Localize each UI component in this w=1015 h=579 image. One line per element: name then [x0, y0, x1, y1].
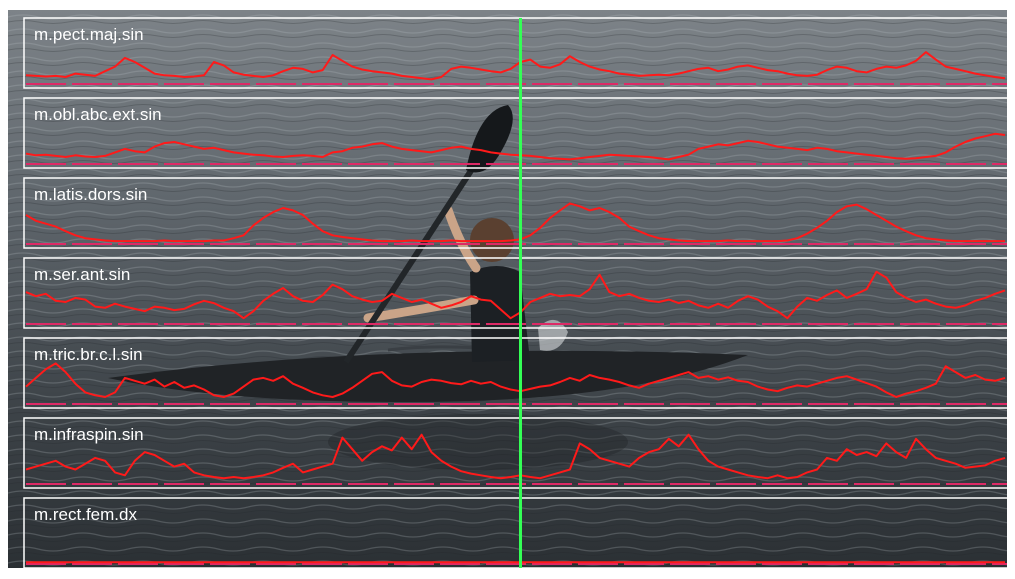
series-line-2	[25, 202, 1005, 243]
emg-panel-2: m.latis.dors.sin	[23, 177, 1007, 249]
panel-border	[23, 497, 1007, 568]
series-line-1	[25, 132, 1006, 161]
panel-border	[23, 97, 1007, 169]
emg-panel-5: m.infraspin.sin	[23, 417, 1007, 489]
series-label-5: m.infraspin.sin	[34, 425, 144, 444]
series-label-1: m.obl.abc.ext.sin	[34, 105, 162, 124]
panel-border	[23, 177, 1007, 249]
series-label-6: m.rect.fem.dx	[34, 505, 137, 524]
emg-overlay-chart: m.pect.maj.sin m.obl.abc.ext.sin m.latis.d…	[8, 10, 1007, 568]
emg-panel-1: m.obl.abc.ext.sin	[23, 97, 1007, 169]
emg-panel-6: m.rect.fem.dx	[23, 497, 1007, 568]
panel-border	[23, 257, 1007, 329]
video-frame: m.pect.maj.sin m.obl.abc.ext.sin m.latis.d…	[8, 10, 1007, 568]
series-line-4	[25, 362, 1006, 398]
panel-border	[23, 17, 1007, 89]
series-line-3	[25, 270, 1006, 320]
series-line-0	[25, 51, 1006, 81]
panel-border	[23, 337, 1007, 409]
emg-panels: m.pect.maj.sin m.obl.abc.ext.sin m.latis.d…	[23, 17, 1007, 568]
emg-panel-4: m.tric.br.c.l.sin	[23, 337, 1007, 409]
emg-panel-0: m.pect.maj.sin	[23, 17, 1007, 89]
series-label-3: m.ser.ant.sin	[34, 265, 130, 284]
series-label-0: m.pect.maj.sin	[34, 25, 144, 44]
emg-panel-3: m.ser.ant.sin	[23, 257, 1007, 329]
kayaker-silhouette	[108, 105, 748, 470]
panel-border	[23, 417, 1007, 489]
series-label-2: m.latis.dors.sin	[34, 185, 147, 204]
series-label-4: m.tric.br.c.l.sin	[34, 345, 143, 364]
series-line-5	[25, 433, 1006, 480]
